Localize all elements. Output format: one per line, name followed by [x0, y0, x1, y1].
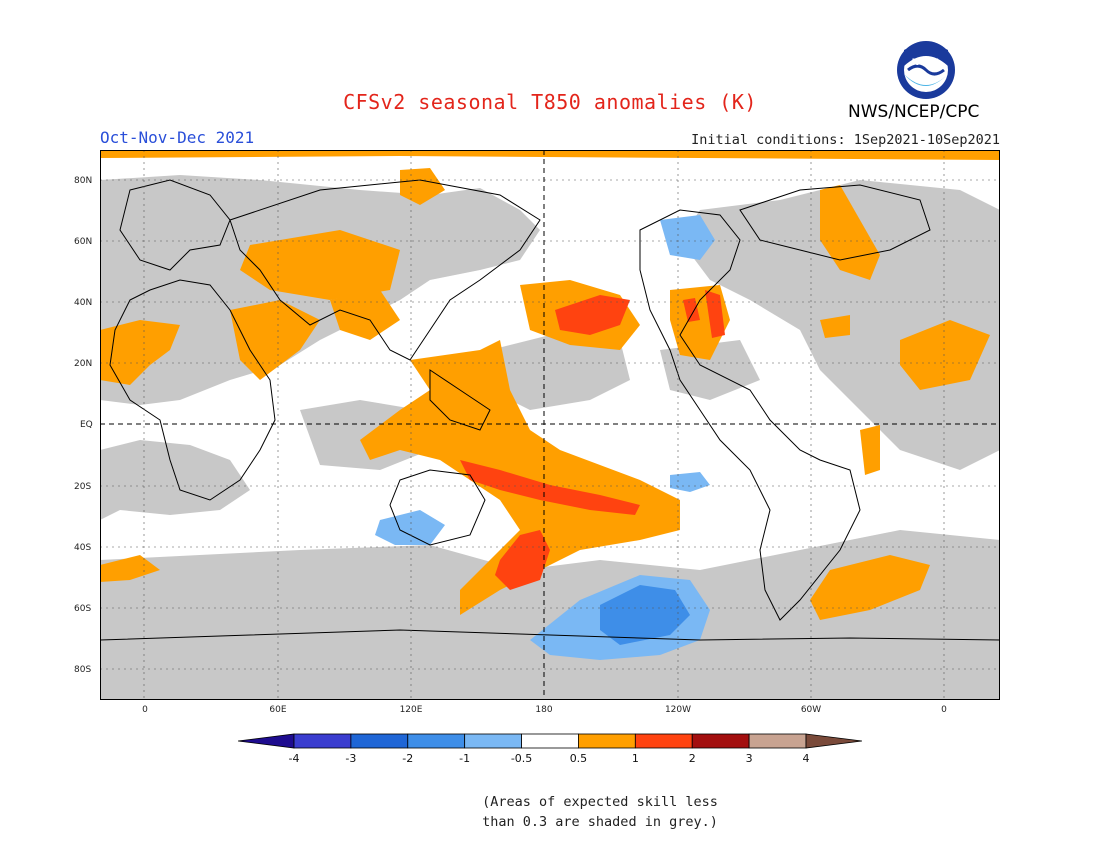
legend-tick-label: -1 [459, 752, 471, 765]
legend-tick-label: 4 [802, 752, 810, 765]
legend-tick-label: 1 [631, 752, 639, 765]
initial-conditions: Initial conditions: 1Sep2021-10Sep2021 [691, 132, 1000, 148]
moderate-negative-anomalies [600, 585, 690, 645]
lat-tick: 40S [74, 543, 92, 553]
lat-tick: 80S [74, 665, 92, 675]
lon-tick: 0 [941, 705, 947, 715]
legend-tick-label: -0.5 [510, 752, 533, 765]
legend-max-triangle [805, 733, 862, 749]
lon-tick: 0 [142, 705, 148, 715]
legend-min-triangle [238, 733, 295, 749]
strong-positive-anomalies [460, 290, 725, 590]
lon-tick: 120W [664, 705, 692, 715]
lat-tick: 40N [74, 298, 93, 308]
noaa-logo-icon: NOAA [897, 41, 955, 99]
lon-tick: 180 [535, 705, 553, 715]
legend-tick-label: -3 [345, 752, 357, 765]
legend-tick-label: -2 [402, 752, 414, 765]
lat-tick: 20N [74, 359, 93, 369]
skill-note-line-2: than 0.3 are shaded in grey.) [482, 814, 718, 830]
legend-color-box [293, 733, 352, 749]
color-legend [238, 733, 862, 749]
lat-tick: 20S [74, 482, 92, 492]
coastlines [100, 179, 1000, 641]
anomaly-map [100, 150, 1000, 700]
legend-color-box [748, 733, 807, 749]
legend-color-box [634, 733, 693, 749]
lat-tick: 60N [74, 237, 93, 247]
legend-tick-label: -4 [288, 752, 300, 765]
lat-tick: 60S [74, 604, 92, 614]
legend-color-box [578, 733, 636, 749]
lon-tick: 60E [269, 705, 287, 715]
legend-tick-label: 3 [745, 752, 753, 765]
legend-tick-label: 0.5 [569, 752, 588, 765]
lon-tick: 60W [800, 705, 822, 715]
lon-tick: 120E [399, 705, 423, 715]
skill-note-line-1: (Areas of expected skill less [482, 794, 718, 810]
forecast-period: Oct-Nov-Dec 2021 [100, 128, 255, 147]
legend-color-box [350, 733, 409, 749]
lat-tick: 80N [74, 176, 93, 186]
agency-label: NWS/NCEP/CPC [848, 102, 980, 122]
legend-color-box [521, 733, 579, 749]
logo-text: NOAA [912, 58, 941, 68]
legend-color-box [464, 733, 522, 749]
legend-color-box [407, 733, 466, 749]
legend-color-box [691, 733, 750, 749]
lat-tick: EQ [80, 420, 93, 430]
skill-note: (Areas of expected skill less than 0.3 a… [460, 792, 740, 832]
legend-tick-label: 2 [688, 752, 696, 765]
graticule [100, 150, 1000, 700]
map-title: CFSv2 seasonal T850 anomalies (K) [343, 90, 757, 114]
